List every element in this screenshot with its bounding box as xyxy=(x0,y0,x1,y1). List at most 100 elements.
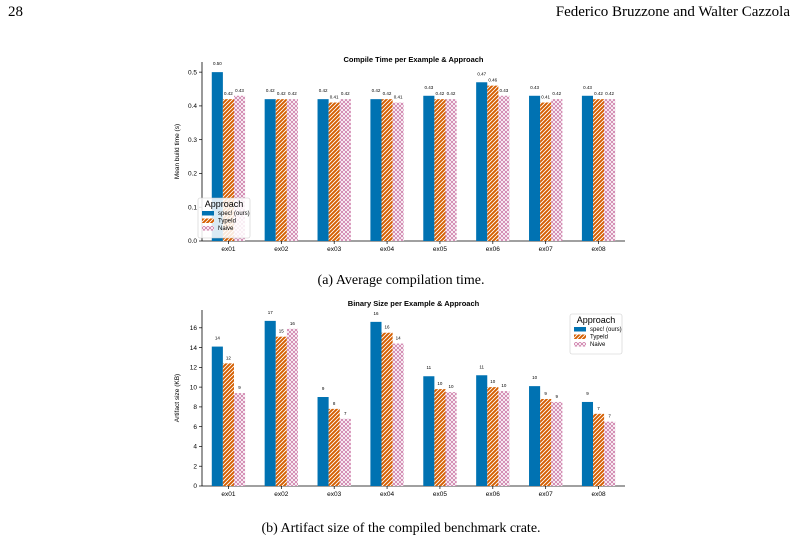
b-bar-spec xyxy=(317,397,329,486)
a-bar-value-label: 0.42 xyxy=(372,88,381,93)
b-bar-value-label: 16 xyxy=(373,311,379,316)
b-x-tick-label: ex03 xyxy=(327,491,341,498)
a-bar-typeid xyxy=(540,102,552,241)
b-bar-typeid xyxy=(275,336,287,486)
b-bar-value-label: 17 xyxy=(268,310,274,315)
b-y-tick-label: 8 xyxy=(193,404,197,411)
a-bar-value-label: 0.41 xyxy=(394,95,403,100)
binary-size-chart: Binary Size per Example & Approach 0 2 4 6 8 1… xyxy=(174,299,625,498)
a-bar-spec xyxy=(581,95,594,241)
b-legend-label: TypeId xyxy=(590,335,608,341)
a-bar-typeid xyxy=(275,99,287,241)
b-bar-value-label: 10 xyxy=(532,375,538,380)
b-bar-value-label: 11 xyxy=(479,364,484,369)
a-bar-value-label: 0.42 xyxy=(594,91,603,96)
a-y-tick-label: 0.0 xyxy=(188,238,197,245)
b-y-tick-label: 10 xyxy=(190,384,198,391)
a-y-tick-label: 0.1 xyxy=(188,204,197,211)
b-legend-label: spec! (ours) xyxy=(590,327,622,333)
b-bar-value-label: 16 xyxy=(385,325,391,330)
b-legend-swatch xyxy=(574,342,586,347)
a-bar-value-label: 0.42 xyxy=(341,91,350,96)
compile-time-chart: Compile Time per Example & Approach 0.0 0.… xyxy=(174,55,625,253)
a-bar-naive xyxy=(604,99,616,241)
a-bar-value-label: 0.43 xyxy=(530,85,539,90)
b-x-tick-label: ex05 xyxy=(433,491,447,498)
b-bar-value-label: 7 xyxy=(608,414,611,419)
a-bar-naive xyxy=(498,95,510,241)
b-bar-value-label: 12 xyxy=(226,355,232,360)
b-bar-naive xyxy=(551,401,563,486)
b-legend-label: Naive xyxy=(590,342,606,348)
a-bar-naive xyxy=(551,99,563,241)
a-bar-value-label: 0.47 xyxy=(477,71,486,76)
b-bar-typeid xyxy=(328,408,340,486)
a-y-tick-label: 0.4 xyxy=(188,103,197,110)
b-bar-naive xyxy=(233,393,246,486)
a-legend-swatch xyxy=(202,218,214,223)
running-head-authors: Federico Bruzzone and Walter Cazzola xyxy=(555,4,790,20)
b-bar-spec xyxy=(211,346,223,486)
a-title: Compile Time per Example & Approach xyxy=(343,55,483,64)
b-bar-value-label: 11 xyxy=(426,365,431,370)
b-bar-naive xyxy=(286,328,298,486)
a-bar-naive xyxy=(445,99,457,241)
a-y-tick-label: 0.3 xyxy=(188,137,197,144)
a-bar-value-label: 0.42 xyxy=(552,91,561,96)
a-y-axis-label: Mean build time (s) xyxy=(174,124,181,179)
a-bar-value-label: 0.42 xyxy=(383,91,392,96)
b-bar-value-label: 7 xyxy=(344,411,347,416)
b-bar-naive xyxy=(445,392,457,486)
b-bar-typeid xyxy=(487,387,499,486)
b-bar-value-label: 14 xyxy=(396,336,402,341)
b-legend-swatch xyxy=(574,334,586,339)
a-bar-value-label: 0.46 xyxy=(488,78,497,83)
a-bar-typeid xyxy=(328,102,340,241)
a-x-tick-label: ex01 xyxy=(221,246,235,253)
a-bar-value-label: 0.41 xyxy=(541,95,550,100)
b-x-tick-label: ex08 xyxy=(592,491,606,498)
a-bar-value-label: 0.50 xyxy=(213,61,222,66)
b-bar-spec xyxy=(529,386,541,486)
a-x-tick-label: ex07 xyxy=(539,246,553,253)
b-bar-value-label: 10 xyxy=(501,383,507,388)
a-bar-spec xyxy=(264,99,276,241)
b-legend-title: Approach xyxy=(577,315,616,325)
a-bar-typeid xyxy=(381,99,393,241)
b-x-tick-label: ex06 xyxy=(486,491,500,498)
a-bar-spec xyxy=(423,95,435,241)
a-legend-title: Approach xyxy=(205,199,244,209)
a-bar-value-label: 0.42 xyxy=(436,91,445,96)
b-y-tick-label: 16 xyxy=(190,325,198,332)
b-bar-typeid xyxy=(593,413,605,486)
a-bar-typeid xyxy=(434,99,446,241)
a-bar-value-label: 0.41 xyxy=(330,95,339,100)
b-x-tick-label: ex07 xyxy=(539,491,553,498)
b-y-tick-label: 6 xyxy=(193,424,197,431)
b-bar-spec xyxy=(476,375,488,486)
b-bar-value-label: 9 xyxy=(556,394,559,399)
a-bar-spec xyxy=(370,99,382,241)
a-bar-value-label: 0.42 xyxy=(447,91,456,96)
a-legend-label: spec! (ours) xyxy=(218,211,250,217)
b-bar-typeid xyxy=(222,363,234,486)
a-x-tick-label: ex08 xyxy=(592,246,606,253)
b-bar-value-label: 8 xyxy=(333,401,336,406)
a-legend-swatch xyxy=(202,226,214,231)
b-bar-naive xyxy=(392,343,404,486)
a-bar-value-label: 0.42 xyxy=(277,91,286,96)
a-bar-typeid xyxy=(593,99,605,241)
b-bar-typeid xyxy=(434,389,446,486)
b-bar-value-label: 10 xyxy=(449,384,455,389)
a-y-tick-label: 0.2 xyxy=(188,171,197,178)
a-bar-value-label: 0.42 xyxy=(288,91,297,96)
a-bar-naive xyxy=(233,95,246,241)
a-legend-swatch xyxy=(202,211,214,216)
b-bar-naive xyxy=(339,418,351,486)
a-bar-value-label: 0.42 xyxy=(319,88,328,93)
b-bar-value-label: 9 xyxy=(544,391,547,396)
b-y-tick-label: 4 xyxy=(193,444,197,451)
b-x-tick-label: ex04 xyxy=(380,491,394,498)
